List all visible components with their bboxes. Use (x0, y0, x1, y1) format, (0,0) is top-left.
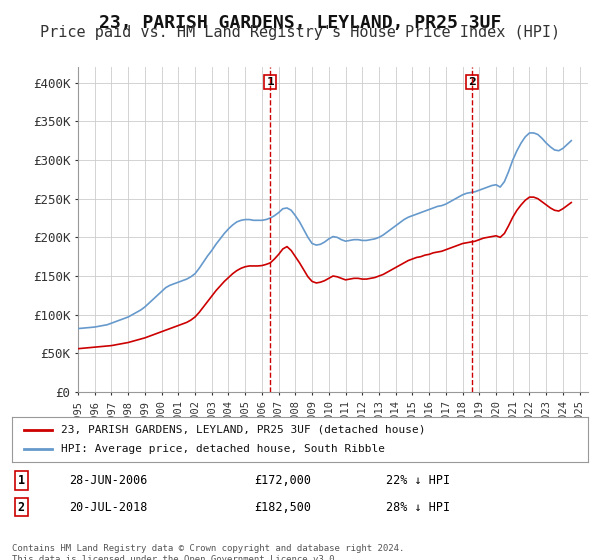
Text: 22% ↓ HPI: 22% ↓ HPI (386, 474, 451, 487)
Text: £172,000: £172,000 (254, 474, 311, 487)
Text: 28% ↓ HPI: 28% ↓ HPI (386, 501, 451, 514)
Text: Contains HM Land Registry data © Crown copyright and database right 2024.
This d: Contains HM Land Registry data © Crown c… (12, 544, 404, 560)
Text: £182,500: £182,500 (254, 501, 311, 514)
Text: 20-JUL-2018: 20-JUL-2018 (70, 501, 148, 514)
Text: 23, PARISH GARDENS, LEYLAND, PR25 3UF (detached house): 23, PARISH GARDENS, LEYLAND, PR25 3UF (d… (61, 424, 425, 435)
Text: 1: 1 (266, 77, 274, 87)
Text: 1: 1 (18, 474, 25, 487)
Text: 28-JUN-2006: 28-JUN-2006 (70, 474, 148, 487)
Text: 2: 2 (18, 501, 25, 514)
Text: HPI: Average price, detached house, South Ribble: HPI: Average price, detached house, Sout… (61, 445, 385, 455)
Text: 2: 2 (469, 77, 476, 87)
Text: Price paid vs. HM Land Registry's House Price Index (HPI): Price paid vs. HM Land Registry's House … (40, 25, 560, 40)
Text: 23, PARISH GARDENS, LEYLAND, PR25 3UF: 23, PARISH GARDENS, LEYLAND, PR25 3UF (99, 14, 501, 32)
